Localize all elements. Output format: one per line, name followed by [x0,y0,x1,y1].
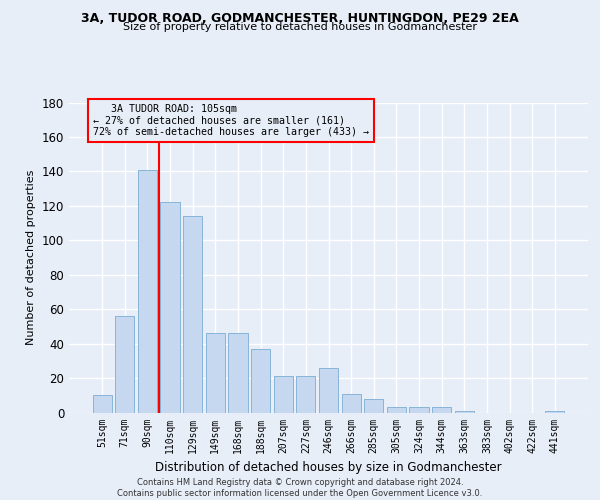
Bar [206,334,225,412]
Text: 3A TUDOR ROAD: 105sqm
← 27% of detached houses are smaller (161)
72% of semi-det: 3A TUDOR ROAD: 105sqm ← 27% of detached … [93,104,369,138]
Bar [319,368,338,412]
Bar [138,170,157,412]
Bar [341,394,361,412]
Bar [115,316,134,412]
Bar [296,376,316,412]
Bar [409,408,428,412]
Y-axis label: Number of detached properties: Number of detached properties [26,170,36,345]
X-axis label: Distribution of detached houses by size in Godmanchester: Distribution of detached houses by size … [155,461,502,474]
Bar [387,408,406,412]
Bar [229,334,248,412]
Bar [455,411,474,412]
Bar [92,396,112,412]
Bar [183,216,202,412]
Bar [160,202,180,412]
Bar [432,408,451,412]
Text: Size of property relative to detached houses in Godmanchester: Size of property relative to detached ho… [123,22,477,32]
Bar [545,411,565,412]
Bar [251,349,270,412]
Bar [274,376,293,412]
Text: 3A, TUDOR ROAD, GODMANCHESTER, HUNTINGDON, PE29 2EA: 3A, TUDOR ROAD, GODMANCHESTER, HUNTINGDO… [81,12,519,26]
Bar [364,398,383,412]
Text: Contains HM Land Registry data © Crown copyright and database right 2024.
Contai: Contains HM Land Registry data © Crown c… [118,478,482,498]
